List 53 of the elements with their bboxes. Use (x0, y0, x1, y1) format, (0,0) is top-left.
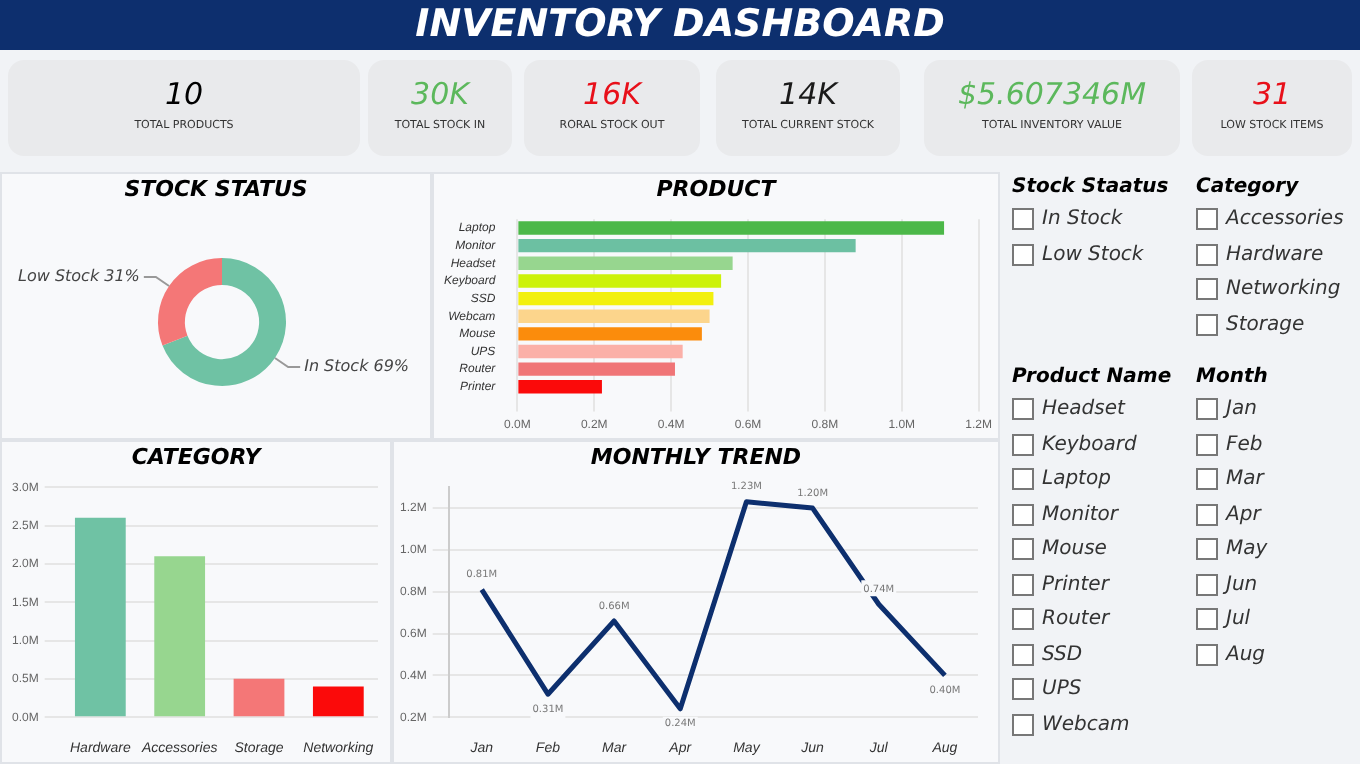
text: Printer (1042, 571, 1109, 600)
text: INVENTORY DASHBOARD (0, 0, 1360, 50)
slice-label: In Stock 69% (304, 357, 410, 376)
chart-title: CATEGORY (129, 442, 264, 474)
text: Router (1042, 606, 1110, 635)
text: In Stock (1042, 206, 1123, 235)
text: Low Stock (1042, 241, 1144, 270)
text: 30K (409, 76, 473, 112)
text: 14K (777, 76, 841, 112)
text: 16K (581, 76, 645, 112)
text: Networking (1226, 276, 1341, 305)
text: Jul (1226, 606, 1251, 635)
text: Webcam (1042, 711, 1130, 740)
bar (74, 517, 126, 717)
text: Storage (1226, 311, 1305, 340)
bar (518, 238, 856, 253)
text: Apr (1226, 501, 1261, 530)
bar (518, 380, 602, 394)
bar (154, 556, 206, 717)
bar (518, 344, 683, 359)
text: 10 (162, 76, 206, 112)
chart-title: MONTHLY TREND (588, 442, 804, 474)
chart-title: STOCK STATUS (122, 174, 310, 206)
text: Accessories (1226, 206, 1344, 235)
text: Keyboard (1042, 431, 1137, 460)
text: Month (1196, 366, 1268, 388)
text: Stock Staatus (1012, 176, 1169, 198)
text: UPS (1042, 676, 1082, 705)
bar (518, 309, 710, 323)
slice-label: Low Stock 31% (18, 267, 140, 286)
text: Category (1196, 176, 1301, 198)
text: Headset (1042, 396, 1125, 425)
text: Hardware (1226, 241, 1324, 270)
text: Mar (1226, 466, 1264, 495)
bar (518, 327, 702, 341)
bar (312, 686, 364, 717)
text: SSD (1042, 641, 1083, 670)
bar (518, 256, 733, 270)
bar (518, 291, 714, 306)
text: Jun (1226, 571, 1258, 600)
text: 31 (1250, 76, 1294, 112)
bar (518, 274, 722, 288)
bar (518, 362, 675, 376)
text: Product Name (1012, 366, 1172, 388)
bar (233, 678, 285, 717)
bar (518, 221, 945, 235)
chart-title: PRODUCT (654, 174, 779, 206)
text: Monitor (1042, 501, 1119, 530)
text: May (1226, 536, 1268, 565)
text: Aug (1226, 641, 1266, 670)
text: Mouse (1042, 536, 1107, 565)
text: Laptop (1042, 466, 1111, 495)
text: $5.607346M (955, 76, 1149, 112)
